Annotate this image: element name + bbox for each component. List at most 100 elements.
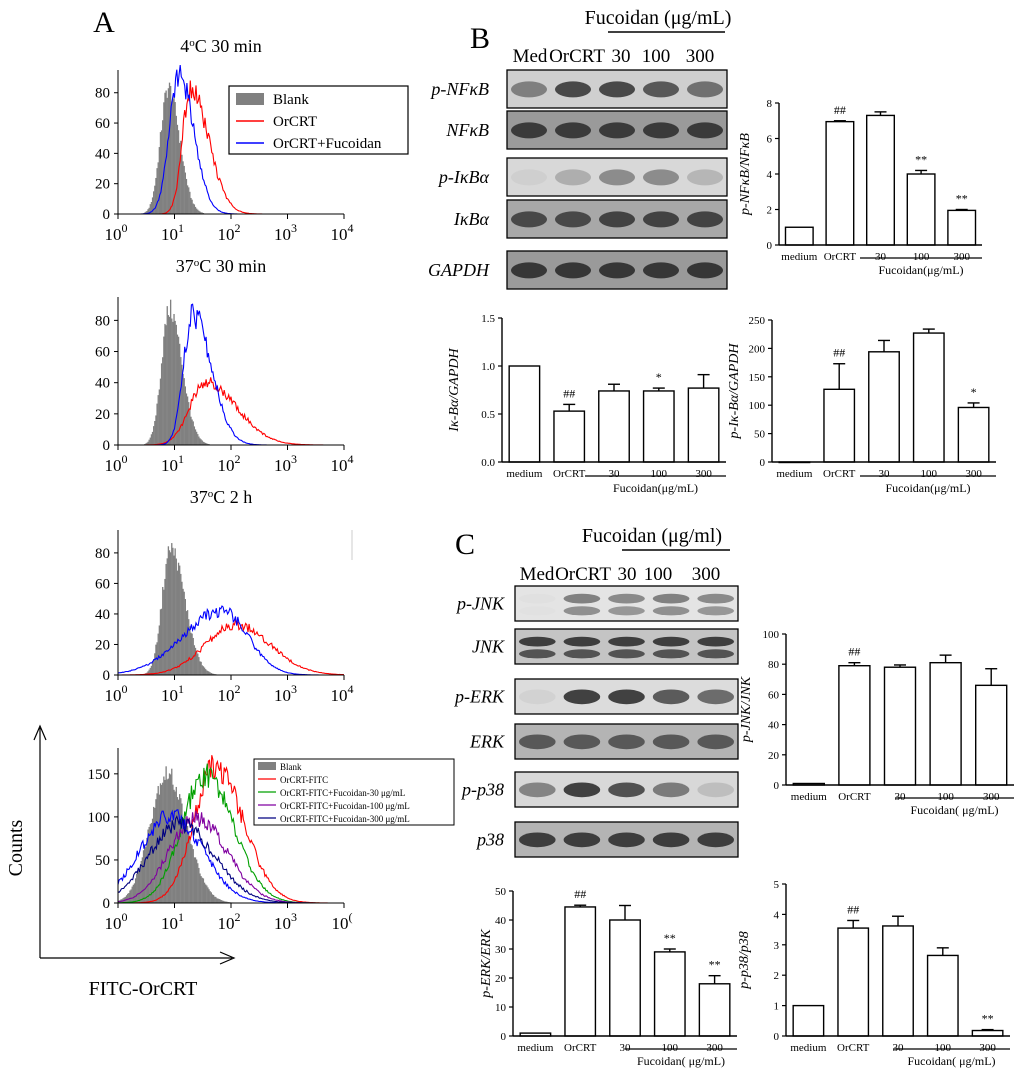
significance-label: * <box>971 385 977 399</box>
group-label: Fucoidan( μg/mL) <box>907 1054 995 1068</box>
blot-membrane <box>514 585 739 622</box>
blank-histogram-bar <box>198 436 200 445</box>
blank-histogram-bar <box>141 857 144 903</box>
x-tick-label: 104 <box>331 221 354 244</box>
histogram-title: 4oC 30 min <box>180 36 262 56</box>
blot-band <box>608 593 645 604</box>
blank-histogram-bar <box>195 859 198 903</box>
x-tick-label: 300 <box>979 1042 996 1054</box>
blank-histogram-bar <box>177 799 180 903</box>
blank-histogram-bar <box>162 357 164 445</box>
title-part: 37 <box>176 256 194 276</box>
blank-histogram-bar <box>165 325 167 445</box>
x-tick-label: 102 <box>218 910 241 933</box>
blank-histogram-bar <box>143 844 146 903</box>
tick-base: 10 <box>218 686 235 705</box>
blank-histogram-bar <box>156 403 158 445</box>
title-part: 4 <box>180 36 189 56</box>
lane-label: 100 <box>642 46 671 67</box>
blank-histogram-bar <box>151 818 154 903</box>
x-tick-label: 101 <box>161 682 184 705</box>
blot-band <box>652 593 690 604</box>
x-tick-label: medium <box>517 1042 553 1054</box>
blank-histogram-bar <box>145 847 147 903</box>
blank-histogram-bar <box>191 419 193 445</box>
blot-band <box>697 782 734 798</box>
significance-label: ** <box>956 192 968 206</box>
blank-histogram-bar <box>199 661 201 675</box>
y-tick-label: 60 <box>768 689 780 701</box>
x-tick-label: 101 <box>161 452 184 475</box>
y-tick-label: 5 <box>774 879 780 891</box>
blank-histogram-bar <box>173 555 175 675</box>
blot-band <box>511 122 547 139</box>
panel-label-A: A <box>93 6 115 39</box>
bar-30 <box>883 666 917 786</box>
y-tick-label: 50 <box>95 853 110 869</box>
x-tick-label: 100 <box>913 251 930 263</box>
blank-histogram-bar <box>150 822 153 903</box>
blank-histogram-bar <box>168 773 171 903</box>
tick-exponent: 4 <box>348 452 354 466</box>
y-axis-title: Iκ-Bα/GAPDH <box>447 347 462 432</box>
blank-histogram-bar <box>158 794 161 903</box>
blank-histogram-bar <box>166 306 168 445</box>
tick-base: 10 <box>331 225 348 244</box>
blank-histogram-bar <box>167 88 170 214</box>
x-tick-label: 101 <box>161 910 184 933</box>
x-tick-label: 100 <box>935 1042 952 1054</box>
blank-histogram-bar <box>153 806 155 903</box>
blank-histogram-bar <box>172 321 174 445</box>
x-tick-label: 100 <box>105 452 128 475</box>
x-tick-label: 100 <box>105 910 128 933</box>
blank-histogram-bar <box>176 797 179 903</box>
title-degree: o <box>189 37 195 49</box>
y-tick-label: 6 <box>767 134 773 146</box>
tick-exponent: ( <box>349 910 353 924</box>
blot-band <box>519 649 556 659</box>
group-label: Fucoidan(μg/mL) <box>613 481 698 495</box>
x-tick-label: 300 <box>695 468 712 480</box>
x-tick-label: 30 <box>893 1042 905 1054</box>
blank-histogram-bar <box>165 766 167 903</box>
blank-histogram-bar <box>181 154 183 214</box>
blot-band <box>697 593 734 604</box>
blank-histogram-bar <box>159 609 162 675</box>
blank-histogram-bar <box>219 899 222 903</box>
tick-base: 10 <box>105 456 122 475</box>
blank-histogram-bar <box>180 357 182 445</box>
blank-histogram-bar <box>164 323 166 445</box>
legend-label: Blank <box>273 92 309 108</box>
blank-histogram-bar <box>193 857 196 903</box>
blank-histogram-bar <box>199 438 201 445</box>
blank-histogram-bar <box>189 409 191 445</box>
blank-histogram-bar <box>192 421 194 445</box>
blank-histogram-bar <box>198 867 200 903</box>
histogram-title: 37oC 30 min <box>176 256 267 276</box>
y-tick-label: 80 <box>95 86 110 102</box>
blank-histogram-bar <box>157 395 159 445</box>
blank-histogram-bar <box>201 877 203 903</box>
blank-histogram-bar <box>145 443 147 445</box>
blank-histogram-bar <box>169 299 172 445</box>
blank-histogram-bar <box>150 201 153 214</box>
blank-histogram-bar <box>154 807 156 903</box>
tick-base: 10 <box>218 225 235 244</box>
bar-300 <box>957 406 990 463</box>
blank-histogram-bar <box>179 794 181 903</box>
x-tick-label: 30 <box>895 791 907 803</box>
blank-histogram-bar <box>159 132 162 214</box>
blot-band <box>563 734 601 750</box>
blank-histogram-bar <box>194 857 197 903</box>
blank-histogram-bar <box>132 884 135 903</box>
y-tick-label: 4 <box>767 169 773 181</box>
blank-histogram-bar <box>223 900 225 903</box>
blank-histogram-bar <box>209 891 211 903</box>
blot-band <box>687 211 723 228</box>
blank-histogram-bar <box>182 161 184 214</box>
blank-histogram-bar <box>197 653 199 675</box>
x-tick-label: 101 <box>161 221 184 244</box>
blank-histogram-bar <box>218 898 220 903</box>
blank-histogram-bar <box>181 803 183 903</box>
